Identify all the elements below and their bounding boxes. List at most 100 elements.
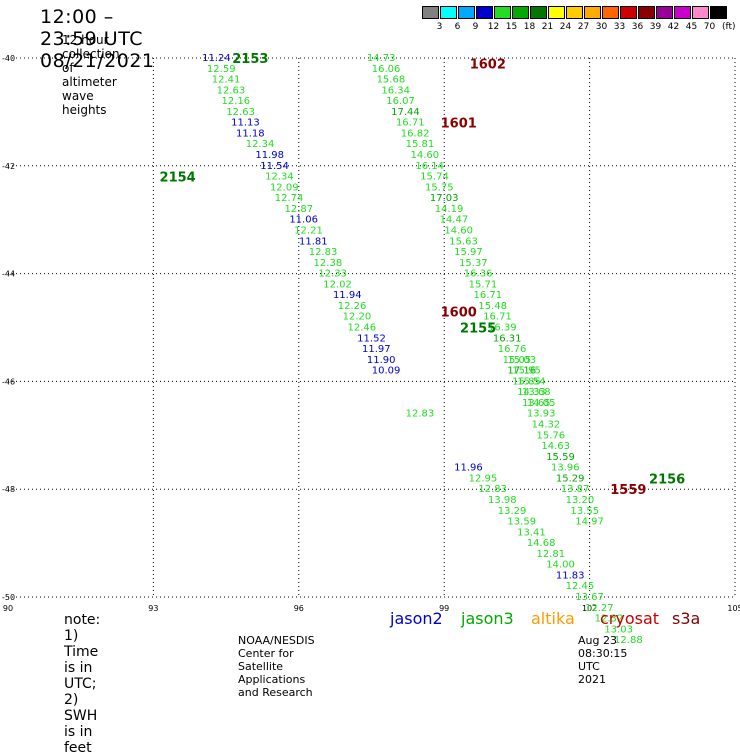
wave-height-value: 14.63 [541,441,570,452]
wave-height-value: 12.26 [338,301,367,312]
legend-swatch [602,6,619,19]
wave-height-value: 15.48 [478,301,507,312]
wave-height-value: 15.74 [420,172,449,183]
wave-height-value: 11.94 [333,290,362,301]
wave-height-value: 13.68 [522,387,551,398]
footer-credit: NOAA/NESDIS Center for Satellite Applica… [238,634,315,699]
wave-height-value: 14.97 [575,517,604,528]
wave-height-value: 15.95 [512,366,541,377]
x-tick-label: 105 [727,604,740,613]
wave-height-value: 11.54 [260,161,289,172]
legend-value: 6 [454,22,461,32]
x-tick-label: 96 [294,604,304,613]
legend-value: 27 [577,22,590,32]
satellite-jason2: jason2 [390,609,443,628]
track-pass-label: 1600 [441,305,477,320]
wave-height-value: 10.09 [372,366,401,377]
wave-height-value: 14.60 [410,150,439,161]
wave-height-value: 17.44 [391,107,420,118]
wave-height-value: 13.59 [507,517,536,528]
wave-height-value: 14.32 [532,420,561,431]
wave-height-value: 15.29 [556,473,585,484]
wave-height-value: 13.96 [551,463,580,474]
wave-height-value: 16.31 [493,333,522,344]
wave-height-value: 11.13 [231,118,260,129]
legend-value: 42 [667,22,680,32]
wave-height-value: 13.29 [498,506,527,517]
wave-height-value: 11.81 [299,236,328,247]
wave-height-value: 12.83 [309,247,338,258]
wave-height-value: 12.63 [217,85,246,96]
wave-height-value: 11.90 [367,355,396,366]
wave-height-value: 13.87 [561,484,590,495]
wave-height-value: 13.41 [517,527,546,538]
wave-height-value: 16.71 [483,312,512,323]
wave-height-value: 15.59 [546,452,575,463]
legend-swatch [692,6,709,19]
legend-swatch [584,6,601,19]
wave-height-value: 12.46 [347,323,376,334]
wave-height-value: 16.06 [372,64,401,75]
legend-swatch [548,6,565,19]
y-tick-label: -42 [2,162,15,171]
legend-swatch [422,6,439,19]
wave-height-value: 15.68 [377,75,406,86]
wave-height-value: 12.20 [343,312,372,323]
wave-height-value: 13.55 [570,506,599,517]
satellite-altika: altika [531,609,575,628]
y-tick-label: -50 [2,593,15,602]
wave-height-value: 15.85 [512,376,541,387]
legend-value: 45 [685,22,698,32]
wave-height-value: 12.83 [406,409,435,420]
legend-value: 18 [523,22,536,32]
legend-value: 9 [472,22,479,32]
wave-height-value: 12.34 [265,172,294,183]
track-pass-label: 2153 [232,52,268,67]
legend-swatch [530,6,547,19]
legend-value: 30 [595,22,608,32]
wave-height-value: 16.82 [401,128,430,139]
x-tick-label: 90 [3,604,13,613]
wave-height-value: 13.65 [522,398,551,409]
wave-height-value: 16.07 [386,96,415,107]
legend-swatch [710,6,727,19]
wave-height-value: 12.74 [275,193,304,204]
wave-height-value: 14.00 [546,560,575,571]
wave-height-value: 12.45 [566,581,595,592]
legend-value: 70 [703,22,716,32]
footer-note: note: 1) Time is in UTC; 2) SWH is in fe… [64,612,101,756]
legend-swatch [458,6,475,19]
wave-height-value: 13.20 [566,495,595,506]
wave-height-value: 15.76 [537,430,566,441]
wave-height-value: 15.71 [469,279,498,290]
legend-swatch [476,6,493,19]
track-pass-label: 1602 [470,57,506,72]
track-pass-label: 2156 [649,472,685,487]
wave-height-value: 12.38 [314,258,343,269]
satellite-jason3: jason3 [461,609,514,628]
track-pass-label: 2154 [160,171,196,186]
wave-height-value: 12.87 [284,204,313,215]
wave-height-value: 12.83 [478,484,507,495]
wave-height-value: 14.73 [367,53,396,64]
wave-height-value: 14.33 [517,387,546,398]
wave-height-value: 11.06 [289,215,318,226]
wave-height-value: 12.16 [221,96,250,107]
wave-height-value: 11.98 [255,150,284,161]
legend-swatch [566,6,583,19]
wave-height-value: 16.71 [396,118,425,129]
wave-height-value: 12.59 [207,64,236,75]
y-tick-label: -46 [2,377,15,386]
wave-height-value: 14.68 [527,538,556,549]
wave-height-value: 13.67 [575,592,604,603]
wave-height-value: 16.36 [464,269,493,280]
wave-height-value: 11.96 [454,463,483,474]
wave-height-value: 11.52 [357,333,386,344]
legend-value: 24 [559,22,572,32]
wave-height-value: 12.34 [246,139,275,150]
wave-height-value: 12.95 [469,473,498,484]
legend-swatch [494,6,511,19]
legend-unit: (ft) [722,22,736,32]
legend-swatch [512,6,529,19]
map-title: 12:00 – 23:59 UTC 08/21/2021 [40,6,155,72]
